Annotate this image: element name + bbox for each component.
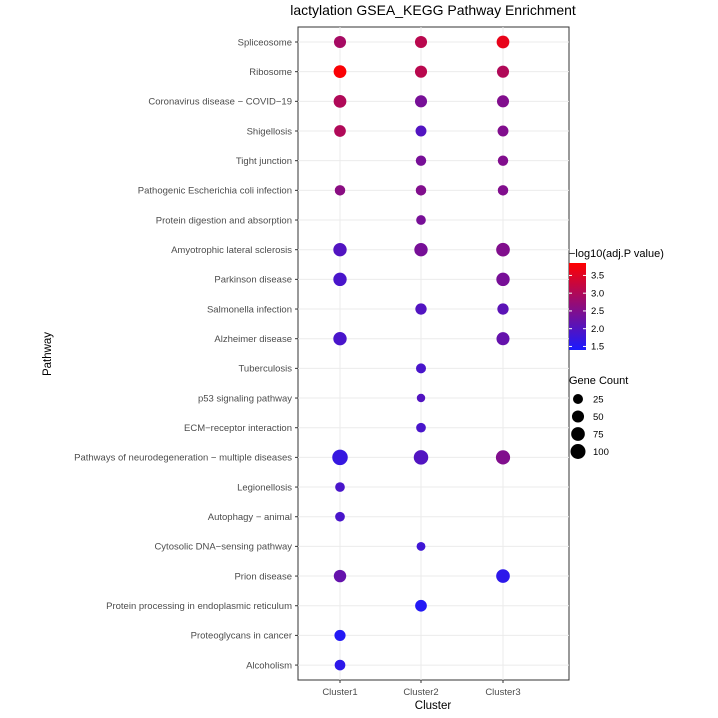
y-tick-label: Prion disease bbox=[234, 571, 292, 582]
y-tick-label: Cytosolic DNA−sensing pathway bbox=[154, 542, 292, 553]
data-point bbox=[414, 65, 428, 78]
y-tick-label: Coronavirus disease − COVID−19 bbox=[148, 97, 292, 108]
y-tick-label: Parkinson disease bbox=[214, 275, 292, 286]
data-point bbox=[497, 303, 509, 315]
y-tick-label: Tight junction bbox=[236, 156, 292, 167]
y-tick-label: p53 signaling pathway bbox=[198, 393, 292, 404]
chart-title: lactylation GSEA_KEGG Pathway Enrichment bbox=[290, 2, 576, 18]
data-point bbox=[414, 95, 428, 108]
color-bar bbox=[569, 263, 586, 350]
data-point bbox=[415, 303, 427, 315]
data-point bbox=[496, 242, 510, 257]
data-point bbox=[497, 185, 509, 196]
data-point bbox=[415, 125, 427, 137]
data-point bbox=[335, 482, 345, 492]
data-point bbox=[496, 332, 510, 346]
size-legend-dot bbox=[573, 394, 583, 404]
data-point bbox=[332, 449, 348, 466]
size-legend-label: 100 bbox=[593, 447, 609, 458]
color-legend-label: 2.0 bbox=[591, 324, 604, 335]
x-axis-ticks: Cluster1 Cluster2 Cluster3 bbox=[322, 680, 521, 698]
y-tick-label: Spliceosome bbox=[238, 37, 292, 48]
data-point bbox=[495, 450, 511, 465]
data-point bbox=[496, 272, 510, 287]
data-point bbox=[496, 95, 510, 108]
data-point bbox=[414, 35, 428, 49]
size-legend: Gene Count 25 50 75 100 bbox=[569, 375, 628, 459]
size-legend-dot bbox=[570, 444, 586, 459]
data-point bbox=[333, 243, 347, 257]
data-point bbox=[496, 35, 510, 49]
y-tick-label: Alcoholism bbox=[246, 660, 292, 671]
x-tick-label: Cluster3 bbox=[485, 687, 520, 698]
size-legend-label: 25 bbox=[593, 394, 604, 405]
color-legend-label: 1.5 bbox=[591, 342, 604, 353]
data-point bbox=[415, 599, 427, 612]
data-point bbox=[496, 569, 510, 583]
size-legend-title: Gene Count bbox=[569, 375, 628, 387]
data-point bbox=[497, 155, 509, 166]
y-tick-label: Pathogenic Escherichia coli infection bbox=[138, 186, 292, 197]
size-legend-dot bbox=[571, 410, 585, 423]
y-axis-ticks: Spliceosome Ribosome Coronavirus disease −… bbox=[74, 37, 298, 671]
y-tick-label: Amyotrophic lateral sclerosis bbox=[171, 245, 292, 256]
data-point bbox=[334, 185, 346, 196]
y-tick-label: Alzheimer disease bbox=[214, 334, 292, 345]
y-tick-label: Protein digestion and absorption bbox=[156, 215, 292, 226]
y-tick-label: ECM−receptor interaction bbox=[184, 423, 292, 434]
data-point bbox=[416, 215, 426, 225]
data-point bbox=[496, 65, 510, 78]
color-legend-label: 3.5 bbox=[591, 271, 604, 282]
data-point bbox=[333, 35, 347, 49]
y-tick-label: Pathways of neurodegeneration − multiple… bbox=[74, 453, 292, 464]
data-point bbox=[334, 659, 346, 671]
color-legend: −log10(adj.P value) 3.5 3.0 2.5 2.0 1.5 bbox=[569, 248, 664, 353]
y-tick-label: Autophagy − animal bbox=[208, 512, 292, 523]
data-point bbox=[335, 511, 345, 522]
data-point bbox=[415, 155, 427, 166]
y-tick-label: Tuberculosis bbox=[238, 364, 292, 375]
color-legend-label: 2.5 bbox=[591, 306, 604, 317]
data-point bbox=[416, 363, 426, 374]
y-tick-label: Shigellosis bbox=[247, 126, 293, 137]
data-point bbox=[497, 125, 509, 137]
y-tick-label: Salmonella infection bbox=[207, 304, 292, 315]
y-tick-label: Protein processing in endoplasmic reticu… bbox=[106, 601, 292, 612]
data-point bbox=[333, 332, 347, 346]
data-point bbox=[415, 185, 427, 196]
y-axis-title: Pathway bbox=[42, 332, 54, 376]
y-tick-label: Proteoglycans in cancer bbox=[191, 631, 292, 642]
data-point bbox=[334, 629, 346, 641]
data-point bbox=[414, 243, 428, 257]
data-point bbox=[333, 65, 347, 79]
data-point bbox=[334, 125, 346, 137]
color-legend-label: 3.0 bbox=[591, 288, 604, 299]
x-tick-label: Cluster1 bbox=[322, 687, 357, 698]
data-point bbox=[416, 393, 426, 403]
data-point bbox=[413, 450, 429, 465]
color-legend-title: −log10(adj.P value) bbox=[569, 248, 664, 260]
y-tick-label: Ribosome bbox=[249, 67, 292, 78]
data-point bbox=[333, 94, 347, 108]
data-point bbox=[416, 422, 426, 433]
data-points bbox=[332, 35, 511, 671]
size-legend-label: 50 bbox=[593, 412, 604, 423]
y-tick-label: Legionellosis bbox=[237, 482, 292, 493]
size-legend-dot bbox=[571, 427, 585, 441]
data-point bbox=[333, 569, 347, 583]
data-point bbox=[416, 541, 426, 551]
size-legend-label: 75 bbox=[593, 429, 604, 440]
x-tick-label: Cluster2 bbox=[403, 687, 438, 698]
x-axis-title: Cluster bbox=[415, 700, 452, 712]
data-point bbox=[333, 272, 347, 287]
